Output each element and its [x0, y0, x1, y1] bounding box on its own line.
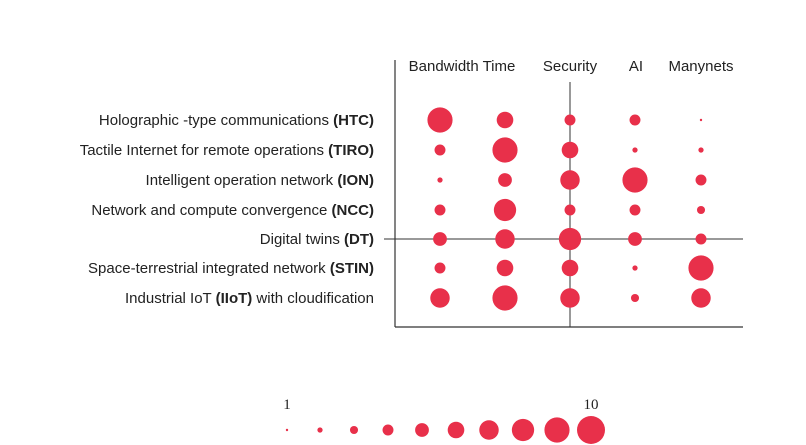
- row-label-text: Holographic -type communications: [99, 112, 333, 129]
- bubble-r6-c3: [630, 293, 640, 303]
- bubble-r2-c4: [695, 174, 707, 186]
- row-labels: Holographic -type communications (HTC) Ta…: [80, 112, 374, 307]
- legend-bubble-10: [577, 416, 605, 444]
- bubble-r2-c3: [622, 167, 648, 193]
- bubble-r5-c3: [632, 265, 638, 271]
- bubble-r5-c4: [688, 255, 714, 281]
- bubble-r5-c2: [561, 259, 579, 277]
- bubble-r4-c3: [628, 232, 642, 246]
- bubble-r1-c4: [698, 147, 704, 153]
- row-label-6: Industrial IoT (IIoT) with cloudificatio…: [125, 290, 374, 307]
- bubble-r6-c0: [430, 288, 450, 308]
- row-label-abbreviation: (IIoT): [216, 290, 253, 307]
- bubble-r6-c2: [560, 288, 580, 308]
- column-label-security: Security: [543, 58, 598, 75]
- legend-bubble-3: [349, 425, 359, 435]
- row-label-text: Tactile Internet for remote operations: [80, 142, 328, 159]
- bubble-r3-c2: [564, 204, 576, 216]
- row-label-abbreviation: (DT): [344, 231, 374, 248]
- legend-bubble-2: [317, 427, 323, 433]
- bubble-r2-c2: [560, 170, 580, 190]
- row-label-text: Digital twins: [260, 231, 344, 248]
- bubble-r1-c2: [561, 141, 579, 159]
- column-label-manynets: Manynets: [668, 58, 733, 75]
- bubble-r0-c2: [564, 114, 576, 126]
- row-label-4: Digital twins (DT): [260, 231, 374, 248]
- legend-bubble-4: [382, 424, 394, 436]
- row-label-5: Space-terrestrial integrated network (ST…: [88, 260, 374, 277]
- bubble-r6-c1: [492, 285, 518, 311]
- bubble-r1-c3: [632, 147, 638, 153]
- legend-min-label: 1: [283, 397, 291, 413]
- column-label-ai: AI: [629, 58, 643, 75]
- row-label-abbreviation: (STIN): [330, 260, 374, 277]
- chart-axes: [384, 60, 743, 328]
- bubble-r5-c0: [434, 262, 446, 274]
- bubble-r6-c4: [691, 288, 711, 308]
- bubble-r1-c0: [434, 144, 446, 156]
- legend-bubble-5: [415, 423, 429, 437]
- bubble-r0-c1: [496, 111, 514, 129]
- bubble-r3-c0: [434, 204, 446, 216]
- row-label-3: Network and compute convergence (NCC): [91, 202, 374, 219]
- legend-bubble-9: [544, 417, 570, 443]
- row-label-abbreviation: (ION): [337, 172, 374, 189]
- legend-bubble-8: [511, 418, 535, 442]
- row-label-abbreviation: (NCC): [332, 202, 375, 219]
- size-legend: 1 10: [283, 397, 605, 444]
- row-label-suffix: with cloudification: [252, 290, 374, 307]
- bubble-r0-c3: [629, 114, 641, 126]
- legend-bubble-7: [479, 420, 499, 440]
- bubble-r3-c3: [629, 204, 641, 216]
- row-label-2: Intelligent operation network (ION): [146, 172, 374, 189]
- legend-bubble-6: [447, 421, 465, 439]
- legend-bubble-1: [285, 428, 289, 432]
- bubble-r4-c2: [558, 227, 582, 251]
- bubble-grid: [427, 107, 714, 311]
- row-label-1: Tactile Internet for remote operations (…: [80, 142, 374, 159]
- bubble-r1-c1: [492, 137, 518, 163]
- bubble-r4-c4: [695, 233, 707, 245]
- legend-max-label: 10: [584, 397, 599, 413]
- row-label-text: Network and compute convergence: [91, 202, 331, 219]
- bubble-r0-c4: [699, 118, 703, 122]
- bubble-r0-c0: [427, 107, 453, 133]
- row-label-abbreviation: (TIRO): [328, 142, 374, 159]
- row-label-text: Industrial IoT: [125, 290, 216, 307]
- row-label-text: Intelligent operation network: [146, 172, 338, 189]
- bubble-r3-c4: [696, 205, 706, 215]
- row-label-text: Space-terrestrial integrated network: [88, 260, 330, 277]
- row-label-abbreviation: (HTC): [333, 112, 374, 129]
- column-label-bandwidth-time: Bandwidth Time: [409, 58, 516, 75]
- bubble-r4-c1: [495, 229, 515, 249]
- bubble-r3-c1: [493, 198, 517, 222]
- column-labels: Bandwidth Time Security AI Manynets: [409, 58, 734, 75]
- row-label-0: Holographic -type communications (HTC): [99, 112, 374, 129]
- bubble-r5-c1: [496, 259, 514, 277]
- bubble-r4-c0: [433, 232, 447, 246]
- bubble-r2-c1: [498, 173, 512, 187]
- bubble-r2-c0: [437, 177, 443, 183]
